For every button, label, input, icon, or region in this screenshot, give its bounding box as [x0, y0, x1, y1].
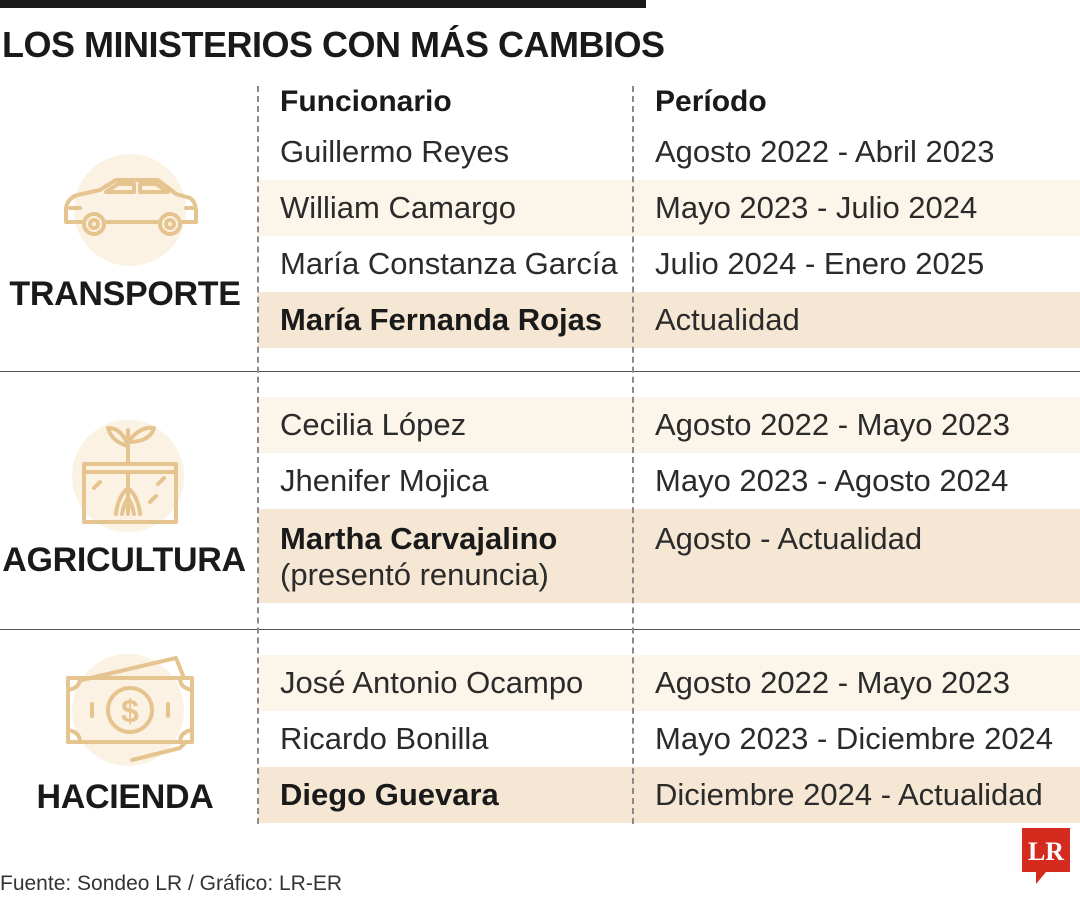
svg-text:$: $ — [121, 693, 139, 729]
official-name: María Constanza García — [280, 246, 618, 281]
ministry-label-agricultura: AGRICULTURA — [2, 541, 246, 579]
table-row: José Antonio Ocampo Agosto 2022 - Mayo 2… — [258, 655, 1080, 711]
official-name-current: Martha Carvajalino (presentó renuncia) — [280, 521, 557, 593]
column-header-period: Período — [655, 85, 767, 118]
source-note: Fuente: Sondeo LR / Gráfico: LR-ER — [0, 872, 342, 895]
official-period: Agosto - Actualidad — [655, 521, 923, 556]
table-row-current: María Fernanda Rojas Actualidad — [258, 292, 1080, 348]
table-row-current: Diego Guevara Diciembre 2024 - Actualida… — [258, 767, 1080, 823]
section-divider — [0, 371, 1080, 372]
official-period: Actualidad — [655, 302, 800, 337]
official-period: Agosto 2022 - Mayo 2023 — [655, 407, 1011, 442]
ministry-label-transporte: TRANSPORTE — [9, 275, 241, 313]
official-name: Cecilia López — [280, 407, 467, 442]
official-note: (presentó renuncia) — [280, 557, 549, 592]
column-separator — [632, 86, 634, 824]
table-row: Cecilia López Agosto 2022 - Mayo 2023 — [258, 397, 1080, 453]
section-divider — [0, 629, 1080, 630]
sprout-icon — [72, 420, 184, 532]
table-row: Ricardo Bonilla Mayo 2023 - Diciembre 20… — [258, 711, 1080, 767]
ministry-label-hacienda: HACIENDA — [36, 778, 214, 816]
official-name: Ricardo Bonilla — [280, 721, 489, 756]
svg-text:LR: LR — [1028, 837, 1064, 866]
official-period: Mayo 2023 - Julio 2024 — [655, 190, 978, 225]
header-row: Funcionario Período — [258, 74, 1080, 130]
official-name: Jhenifer Mojica — [280, 463, 489, 498]
column-header-name: Funcionario — [280, 85, 452, 118]
official-name-current: Diego Guevara — [280, 777, 499, 812]
official-period: Agosto 2022 - Mayo 2023 — [655, 665, 1011, 700]
car-icon — [64, 154, 198, 266]
official-name: José Antonio Ocampo — [280, 665, 584, 700]
column-separator — [257, 86, 259, 824]
table-row: María Constanza García Julio 2024 - Ener… — [258, 236, 1080, 292]
lr-logo: LR — [1022, 828, 1070, 884]
money-icon: $ — [66, 654, 194, 766]
official-name: Guillermo Reyes — [280, 134, 510, 169]
official-name: William Camargo — [280, 190, 516, 225]
table-row-current: Martha Carvajalino (presentó renuncia) A… — [258, 509, 1080, 603]
table-row: Guillermo Reyes Agosto 2022 - Abril 2023 — [258, 124, 1080, 180]
official-period: Julio 2024 - Enero 2025 — [655, 246, 985, 281]
top-rule — [0, 0, 646, 8]
table-row: Jhenifer Mojica Mayo 2023 - Agosto 2024 — [258, 453, 1080, 509]
official-period: Mayo 2023 - Diciembre 2024 — [655, 721, 1054, 756]
official-period: Agosto 2022 - Abril 2023 — [655, 134, 995, 169]
page-title: LOS MINISTERIOS CON MÁS CAMBIOS — [2, 24, 665, 65]
table-row: William Camargo Mayo 2023 - Julio 2024 — [258, 180, 1080, 236]
official-name-current: María Fernanda Rojas — [280, 302, 603, 337]
official-period: Diciembre 2024 - Actualidad — [655, 777, 1043, 812]
official-period: Mayo 2023 - Agosto 2024 — [655, 463, 1009, 498]
official-name-bold: Martha Carvajalino — [280, 521, 558, 556]
